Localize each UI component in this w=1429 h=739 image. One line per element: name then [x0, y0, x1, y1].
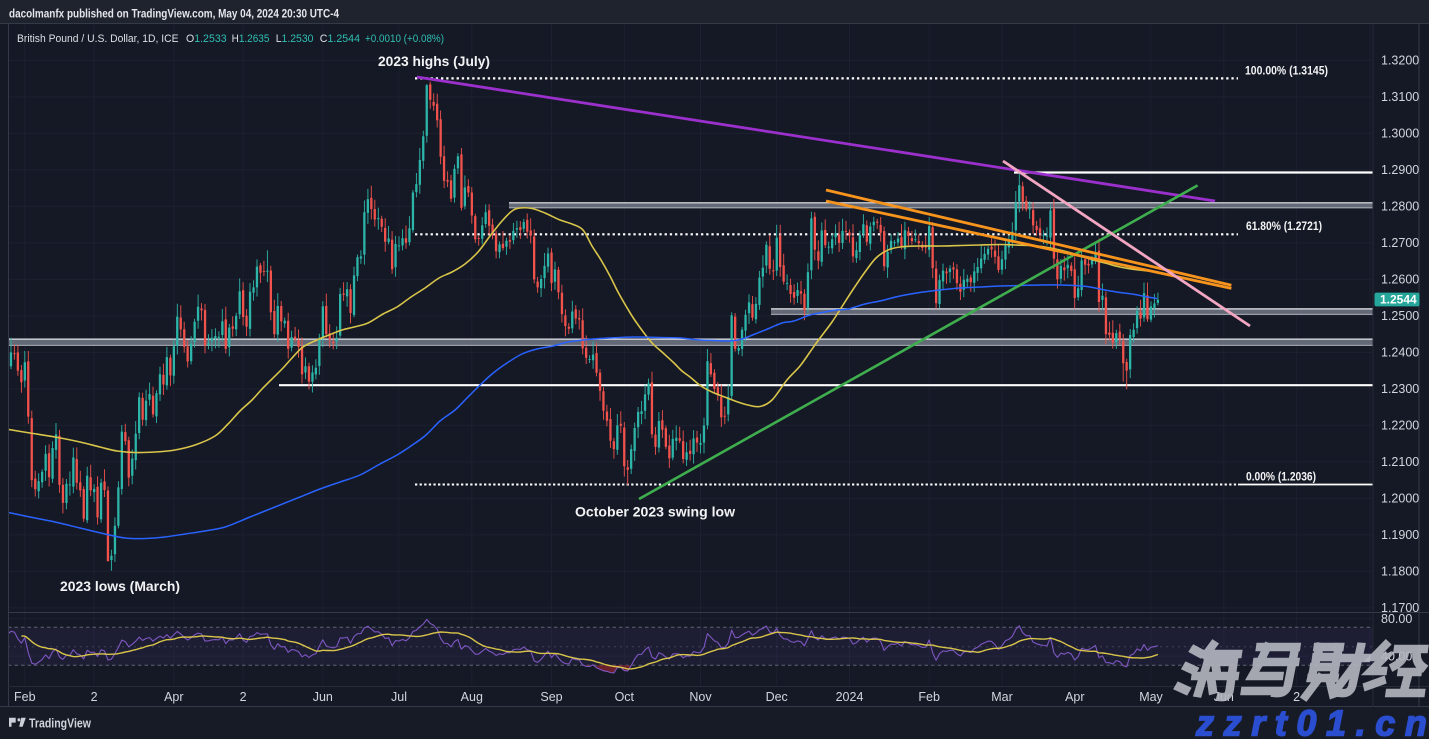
svg-text:1.1900: 1.1900	[1381, 528, 1419, 542]
svg-text:1.2500: 1.2500	[1381, 309, 1419, 323]
svg-text:1.3200: 1.3200	[1381, 54, 1419, 68]
svg-text:Apr: Apr	[1065, 690, 1084, 704]
svg-text:dacolmanfx published on Tradin: dacolmanfx published on TradingView.com,…	[9, 7, 339, 21]
svg-text:1.2700: 1.2700	[1381, 236, 1419, 250]
svg-text:Dec: Dec	[766, 690, 788, 704]
svg-text:Jul: Jul	[391, 690, 407, 704]
svg-text:+0.0010 (+0.08%): +0.0010 (+0.08%)	[365, 33, 444, 45]
svg-text:Feb: Feb	[918, 690, 940, 704]
svg-text:1.2000: 1.2000	[1381, 492, 1419, 506]
svg-text:Feb: Feb	[14, 690, 36, 704]
svg-text:1.2200: 1.2200	[1381, 419, 1419, 433]
svg-text:2024: 2024	[836, 690, 864, 704]
svg-text:2023 highs (July): 2023 highs (July)	[378, 54, 490, 69]
svg-text:zzrt01.cn: zzrt01.cn	[1195, 703, 1429, 739]
svg-text:0.00% (1.2036): 0.00% (1.2036)	[1246, 470, 1316, 484]
svg-text:1.2300: 1.2300	[1381, 382, 1419, 396]
svg-text:2023 lows (March): 2023 lows (March)	[60, 579, 180, 594]
svg-text:2: 2	[91, 690, 98, 704]
svg-text:Jun: Jun	[313, 690, 333, 704]
svg-text:100.00% (1.3145): 100.00% (1.3145)	[1245, 64, 1328, 78]
svg-text:1.1700: 1.1700	[1381, 601, 1419, 615]
svg-text:L1.2530: L1.2530	[276, 33, 314, 45]
svg-text:May: May	[1139, 690, 1163, 704]
svg-text:TradingView: TradingView	[29, 715, 91, 730]
svg-text:Mar: Mar	[991, 690, 1013, 704]
svg-text:October 2023 swing low: October 2023 swing low	[575, 505, 735, 520]
svg-text:Apr: Apr	[164, 690, 183, 704]
svg-text:1.2100: 1.2100	[1381, 455, 1419, 469]
svg-text:1.2544: 1.2544	[1380, 292, 1417, 306]
svg-text:1.2600: 1.2600	[1381, 273, 1419, 287]
svg-text:80.00: 80.00	[1381, 612, 1412, 626]
svg-text:1.2900: 1.2900	[1381, 163, 1419, 177]
svg-text:2: 2	[240, 690, 247, 704]
svg-text:1.1800: 1.1800	[1381, 565, 1419, 579]
svg-text:Oct: Oct	[615, 690, 635, 704]
svg-text:1.2400: 1.2400	[1381, 346, 1419, 360]
svg-text:2: 2	[1293, 690, 1300, 704]
svg-text:Aug: Aug	[461, 690, 483, 704]
svg-text:61.80% (1.2721): 61.80% (1.2721)	[1246, 219, 1322, 233]
svg-text:O1.2533: O1.2533	[186, 33, 227, 45]
svg-text:1.3000: 1.3000	[1381, 127, 1419, 141]
svg-text:1.3100: 1.3100	[1381, 90, 1419, 104]
svg-text:C1.2544: C1.2544	[320, 33, 360, 45]
svg-text:Nov: Nov	[689, 690, 712, 704]
svg-text:1.2800: 1.2800	[1381, 200, 1419, 214]
svg-text:H1.2635: H1.2635	[232, 33, 270, 45]
svg-text:British Pound / U.S. Dollar, 1: British Pound / U.S. Dollar, 1D, ICE	[17, 33, 179, 45]
svg-text:Sep: Sep	[540, 690, 562, 704]
